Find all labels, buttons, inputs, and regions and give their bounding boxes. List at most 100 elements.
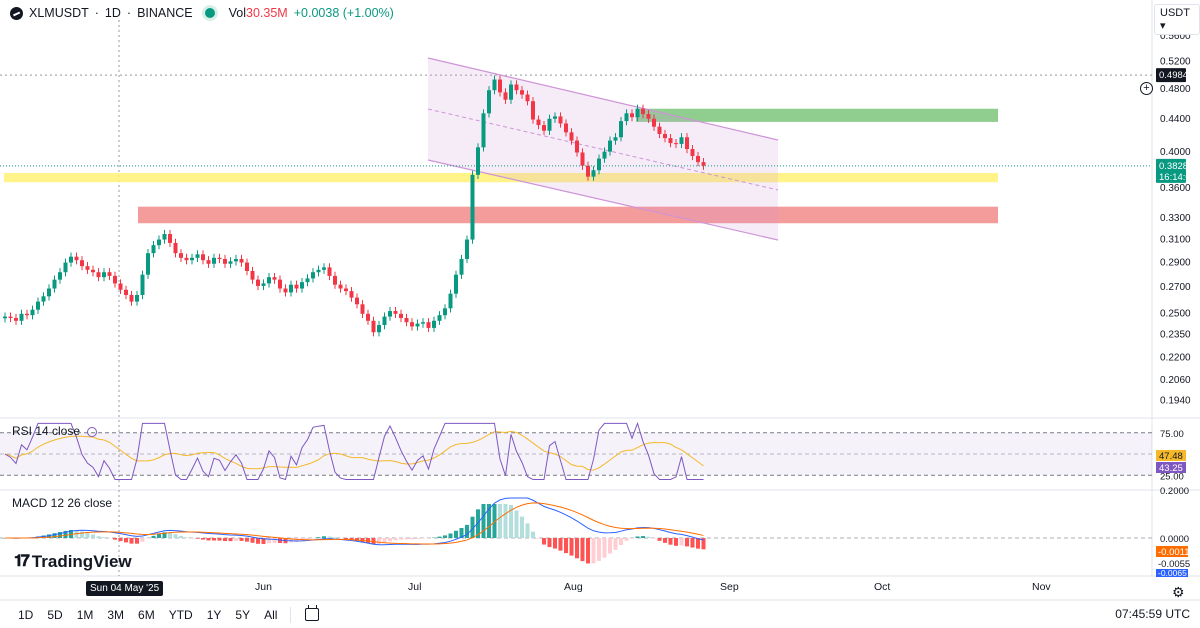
rsi-tick-label: 25.00 [1160,471,1184,482]
macd-histogram-bar [316,537,321,538]
macd-histogram-bar [151,535,156,538]
macd-histogram-bar [382,538,387,543]
range-button-1m[interactable]: 1M [76,607,94,622]
macd-histogram-bar [388,538,392,542]
range-button-5y[interactable]: 5Y [235,607,251,622]
candle-body [3,316,7,319]
candle-body [146,253,150,275]
macd-histogram-bar [294,538,299,542]
candle-body [179,253,183,258]
logo-text: TradingView [31,552,132,571]
macd-histogram-bar [140,538,145,542]
candle-body [118,283,123,290]
range-button-6m[interactable]: 6M [138,607,155,622]
refresh-icon[interactable] [87,427,98,437]
macd-histogram-bar [696,538,700,549]
candle-body [228,261,233,264]
price-tick-label: 0.3300 [1160,213,1191,224]
candle-body [421,322,425,324]
clock-time[interactable]: 07:45:59 UTC [1115,607,1190,621]
range-button-5d[interactable]: 5D [47,607,63,622]
candle-body [393,311,398,314]
symbol-name[interactable]: XLMUSDT [29,6,89,20]
candle-body [553,116,557,119]
range-button-all[interactable]: All [264,607,278,622]
month-label: Sep [720,581,739,593]
macd-histogram-bar [124,538,128,543]
candle-body [300,282,304,289]
macd-histogram-bar [624,538,629,541]
last-price-label: 0.3828 [1159,161,1188,172]
macd-histogram-bar [498,504,502,538]
currency-selector[interactable]: USDT ▾ [1154,4,1200,35]
candle-body [311,272,315,279]
macd-histogram-bar [327,536,332,538]
macd-histogram-bar [195,538,200,539]
candle-body [701,162,706,166]
macd-histogram-bar [487,504,491,538]
price-tick-label: 0.2700 [1160,282,1191,293]
price-tick-label: 0.5600 [1160,31,1191,42]
candle-body [151,245,156,254]
price-tick-label: 0.2350 [1160,330,1191,341]
plus-icon[interactable]: + [1140,82,1153,95]
macd-histogram-bar [212,538,216,541]
candle-body [129,294,134,302]
macd-histogram-bar [470,516,475,538]
resistance-zone [636,108,998,122]
month-label: Oct [874,581,891,593]
candle-body [646,114,651,119]
last-price-tag-bg [1156,158,1186,183]
macd-histogram-bar [96,536,101,538]
candle-body [520,90,524,95]
candle-body [234,259,238,262]
candle-body [135,294,139,302]
range-button-1d[interactable]: 1D [18,607,34,622]
candle-body [542,125,546,131]
macd-histogram-bar [322,536,326,538]
candle-body [157,239,161,246]
macd-histogram-bar [250,538,255,543]
candle-body [261,283,266,286]
range-button-1y[interactable]: 1Y [206,607,222,622]
candle-body [459,259,464,275]
macd-histogram-bar [201,538,205,540]
currency-label: USDT [1160,7,1190,19]
macd-signal-value: -0.0065 [1158,568,1187,578]
range-button-3m[interactable]: 3M [107,607,125,622]
candle-body [162,234,167,240]
macd-histogram-bar [415,538,420,539]
macd-histogram-bar [575,538,579,559]
range-button-ytd[interactable]: YTD [168,607,193,622]
macd-histogram-bar [261,538,266,544]
lower-zone [138,206,998,224]
calendar-icon[interactable] [305,605,320,621]
month-label: Jun [255,581,272,593]
rsi-legend: RSI 14 close [12,424,98,438]
candle-body [525,94,530,102]
candle-body [690,149,695,156]
macd-histogram-bar [503,504,508,538]
candle-body [679,137,684,144]
candle-body [360,304,365,314]
macd-histogram-bar [162,532,167,538]
channel-upper-line [427,57,779,141]
candle-body [531,101,535,120]
candle-body [184,257,189,261]
candle-body [58,272,62,280]
macd-histogram-bar [184,537,189,538]
settings-gear-icon[interactable]: ⚙ [1172,584,1185,600]
legend-separator: · [126,6,132,20]
candle-body [289,284,293,293]
rsi-ma-value: 47.48 [1159,451,1183,462]
candle-body [602,151,607,159]
macd-histogram-bar [404,538,409,540]
candle-body [487,90,491,114]
candle-body [74,256,79,261]
macd-histogram-bar [239,538,244,541]
tradingview-logo: 𝟏𝟕 TradingView [14,552,132,572]
interval-label[interactable]: 1D [104,6,121,20]
month-label: Aug [564,581,583,593]
candle-body [278,279,282,289]
